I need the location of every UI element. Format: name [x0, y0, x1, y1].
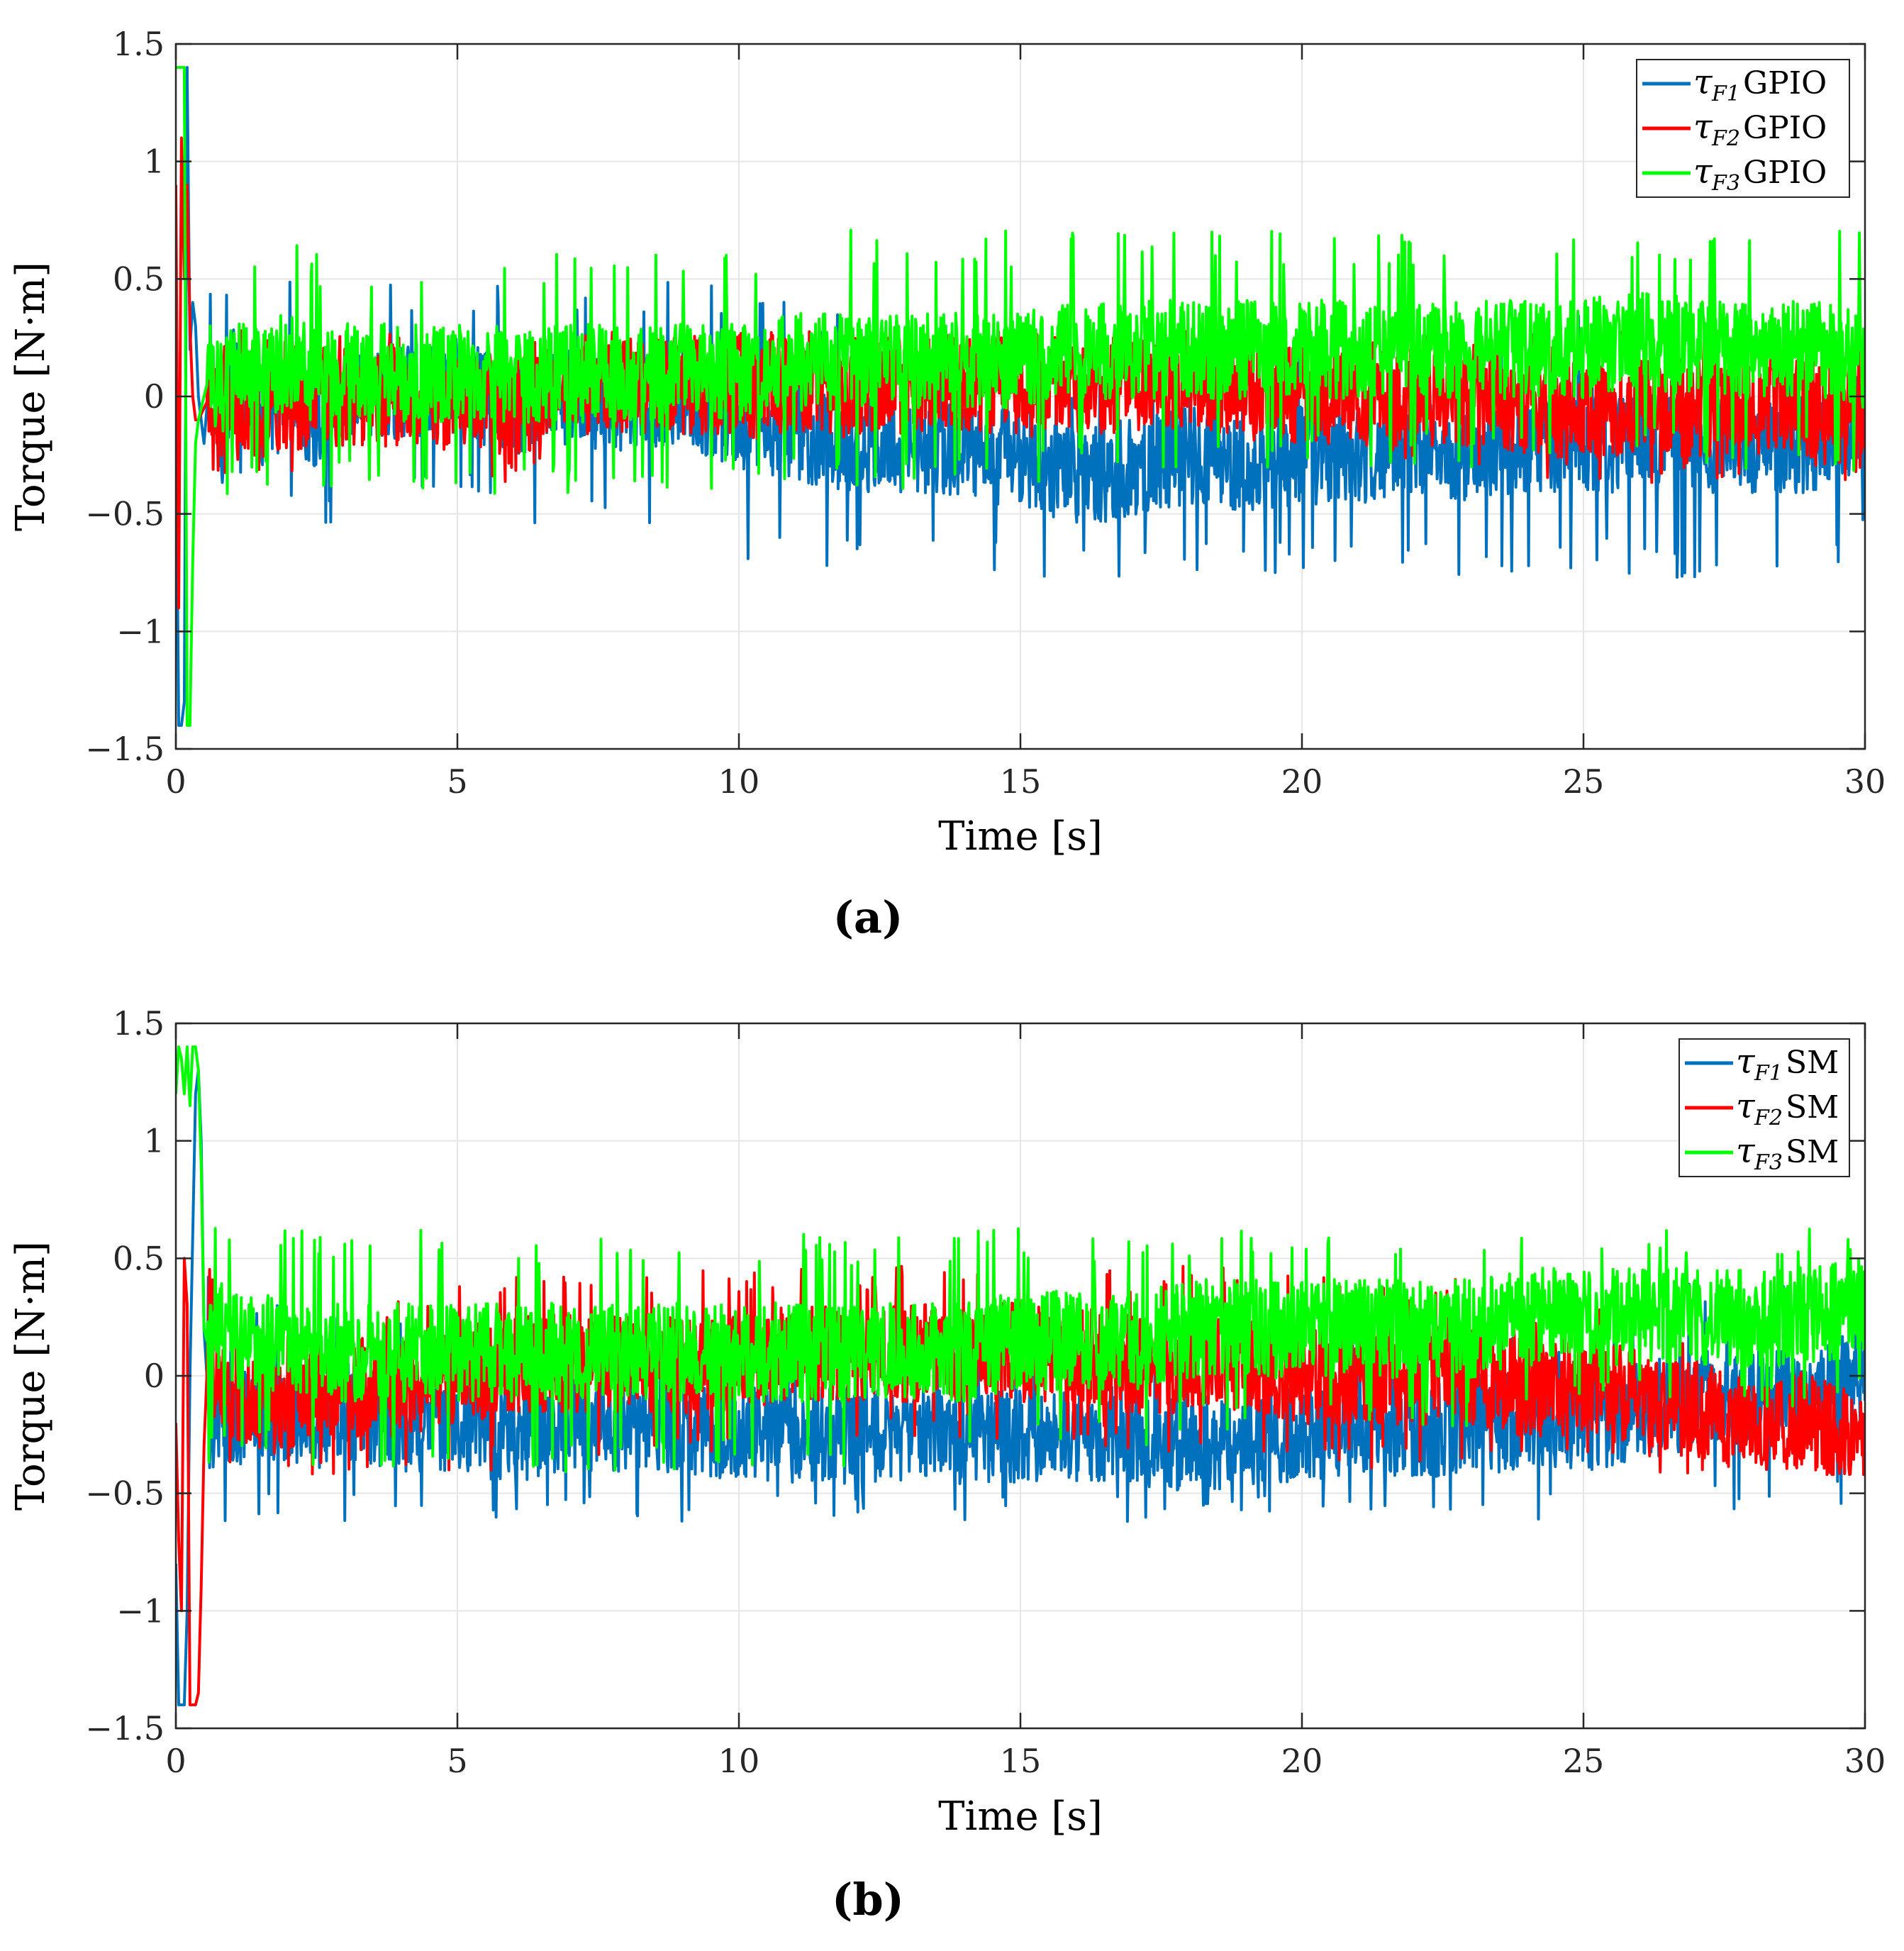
- x-tick-label: 0: [165, 762, 186, 801]
- y-tick-label: 1.5: [113, 1004, 165, 1043]
- x-tick-label: 20: [1281, 762, 1323, 801]
- y-axis-label: Torque [N·m]: [8, 1241, 54, 1511]
- y-tick-label: 1: [144, 143, 165, 181]
- x-tick-label: 25: [1563, 762, 1605, 801]
- x-tick-label: 5: [447, 1742, 467, 1780]
- legend-label: GPIO: [1743, 65, 1827, 101]
- series-group: [176, 1045, 1865, 1706]
- legend-symbol: τ: [1736, 1086, 1756, 1126]
- x-tick-label: 30: [1844, 762, 1886, 801]
- series-line-f1-gpio: [176, 66, 1865, 727]
- legend-subscript: F1: [1754, 1061, 1783, 1086]
- y-tick-label: −1: [116, 1591, 165, 1630]
- y-tick-label: −0.5: [85, 1474, 165, 1513]
- legend-label: SM: [1786, 1134, 1839, 1170]
- panel-caption: (a): [833, 891, 903, 943]
- y-tick-label: −0.5: [85, 495, 165, 533]
- y-tick-label: −1.5: [85, 1709, 165, 1747]
- legend-symbol: τ: [1693, 107, 1713, 147]
- legend-symbol: τ: [1693, 152, 1713, 191]
- y-tick-label: −1.5: [85, 730, 165, 768]
- legend-subscript: F2: [1711, 126, 1740, 151]
- legend-label: SM: [1786, 1045, 1839, 1081]
- x-tick-label: 0: [165, 1742, 186, 1780]
- legend: τ F1 SMτ F2 SMτ F3 SM: [1678, 1038, 1850, 1177]
- y-tick-label: 0.5: [113, 260, 165, 298]
- y-axis-label: Torque [N·m]: [8, 262, 54, 531]
- legend-symbol: τ: [1736, 1042, 1756, 1082]
- x-tick-label: 25: [1563, 1742, 1605, 1780]
- y-tick-label: 0.5: [113, 1239, 165, 1277]
- legend-subscript: F1: [1711, 82, 1740, 106]
- y-tick-label: 0: [144, 1357, 165, 1395]
- legend-subscript: F3: [1711, 171, 1740, 196]
- y-tick-label: 0: [144, 377, 165, 416]
- x-tick-label: 15: [1000, 1742, 1042, 1780]
- series-group: [176, 66, 1865, 727]
- x-tick-label: 10: [718, 1742, 760, 1780]
- y-tick-label: 1: [144, 1122, 165, 1160]
- legend-label: GPIO: [1743, 155, 1827, 191]
- x-axis-label: Time [s]: [938, 813, 1103, 860]
- series-line-f3-gpio: [176, 66, 1865, 727]
- x-tick-label: 15: [1000, 762, 1042, 801]
- legend-label: SM: [1786, 1089, 1839, 1125]
- legend-symbol: τ: [1693, 62, 1713, 102]
- chart-panel-b: 0 5 10 15 20 25 30 −1.5 −1 −0.5 0 0.5 1 1.5 Time [s] To…: [8, 1004, 1886, 1925]
- legend-label: GPIO: [1743, 110, 1827, 146]
- x-tick-label: 30: [1844, 1742, 1886, 1780]
- legend-subscript: F2: [1754, 1106, 1783, 1130]
- x-tick-label: 20: [1281, 1742, 1323, 1780]
- x-tick-label: 5: [447, 762, 467, 801]
- y-tick-label: −1: [116, 612, 165, 650]
- legend-subscript: F3: [1754, 1150, 1783, 1175]
- x-axis-label: Time [s]: [938, 1794, 1103, 1840]
- series-line-f3-sm: [176, 1045, 1865, 1474]
- y-tick-label: 1.5: [113, 25, 165, 63]
- panel-caption: (b): [832, 1874, 904, 1925]
- x-tick-label: 10: [718, 762, 760, 801]
- chart-panel-a: 0 5 10 15 20 25 30 −1.5 −1 −0.5 0 0.5 1 1.5 Time [s] To…: [8, 25, 1886, 943]
- legend-symbol: τ: [1736, 1131, 1756, 1171]
